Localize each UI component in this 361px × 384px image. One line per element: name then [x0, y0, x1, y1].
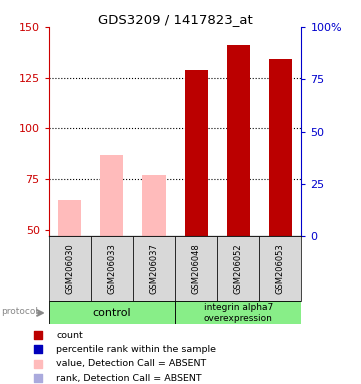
- Bar: [100, 155, 123, 236]
- Title: GDS3209 / 1417823_at: GDS3209 / 1417823_at: [98, 13, 252, 26]
- Text: value, Detection Call = ABSENT: value, Detection Call = ABSENT: [56, 359, 206, 368]
- Point: [67, 0, 73, 5]
- Text: control: control: [93, 308, 131, 318]
- Text: GSM206030: GSM206030: [65, 243, 74, 294]
- Text: GSM206048: GSM206048: [192, 243, 201, 294]
- Point: [35, 375, 41, 381]
- Bar: [217, 236, 259, 301]
- Bar: [269, 60, 292, 236]
- Text: GSM206052: GSM206052: [234, 243, 243, 294]
- Text: GSM206037: GSM206037: [149, 243, 158, 294]
- Text: GSM206033: GSM206033: [108, 243, 116, 294]
- Text: GSM206053: GSM206053: [276, 243, 285, 294]
- Bar: [49, 301, 175, 324]
- Point: [35, 361, 41, 367]
- Bar: [91, 236, 133, 301]
- Point: [35, 332, 41, 338]
- Bar: [227, 45, 250, 236]
- Text: percentile rank within the sample: percentile rank within the sample: [56, 345, 216, 354]
- Point: [151, 0, 157, 1]
- Bar: [175, 236, 217, 301]
- Text: rank, Detection Call = ABSENT: rank, Detection Call = ABSENT: [56, 374, 202, 382]
- Text: integrin alpha7
overexpression: integrin alpha7 overexpression: [204, 303, 273, 323]
- Bar: [184, 70, 208, 236]
- Text: count: count: [56, 331, 83, 340]
- Bar: [259, 236, 301, 301]
- Bar: [58, 200, 81, 236]
- Bar: [49, 236, 91, 301]
- Bar: [133, 236, 175, 301]
- Bar: [175, 301, 301, 324]
- Text: protocol: protocol: [1, 307, 38, 316]
- Point: [35, 346, 41, 353]
- Bar: [143, 175, 166, 236]
